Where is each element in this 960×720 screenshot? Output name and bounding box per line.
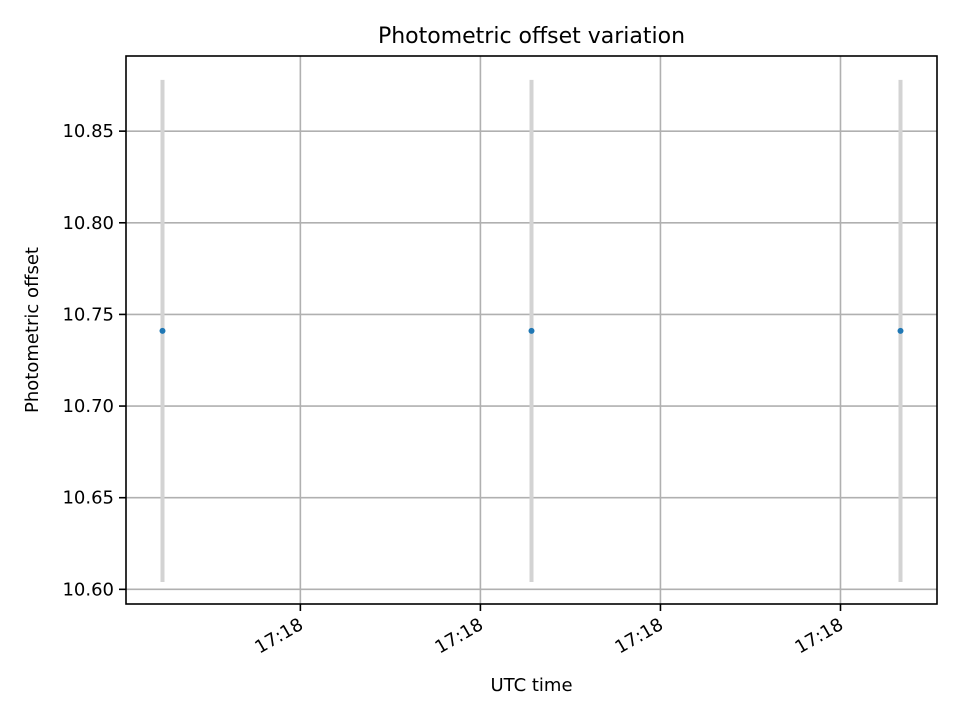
x-tick-label: 17:18 <box>251 614 306 658</box>
x-axis-title: UTC time <box>490 675 572 696</box>
y-tick-label: 10.75 <box>62 304 114 325</box>
y-tick-label: 10.80 <box>62 213 114 234</box>
y-tick-label: 10.60 <box>62 579 114 600</box>
data-point <box>528 327 535 334</box>
plot-frame <box>125 55 938 605</box>
y-tick-label: 10.65 <box>62 488 114 509</box>
x-tick-label: 17:18 <box>792 614 847 658</box>
chart-title: Photometric offset variation <box>378 24 685 49</box>
x-tick-label: 17:18 <box>431 614 486 658</box>
y-axis-title: Photometric offset <box>22 247 43 413</box>
y-axis-ticks: 10.60 10.65 10.70 10.75 10.80 10.85 <box>62 121 126 600</box>
x-axis-ticks: 17:18 17:18 17:18 17:18 <box>251 604 847 658</box>
y-tick-label: 10.70 <box>62 396 114 417</box>
data-point <box>897 327 904 334</box>
y-tick-label: 10.85 <box>62 121 114 142</box>
x-tick-label: 17:18 <box>612 614 667 658</box>
data-points <box>159 327 904 334</box>
data-point <box>159 327 166 334</box>
